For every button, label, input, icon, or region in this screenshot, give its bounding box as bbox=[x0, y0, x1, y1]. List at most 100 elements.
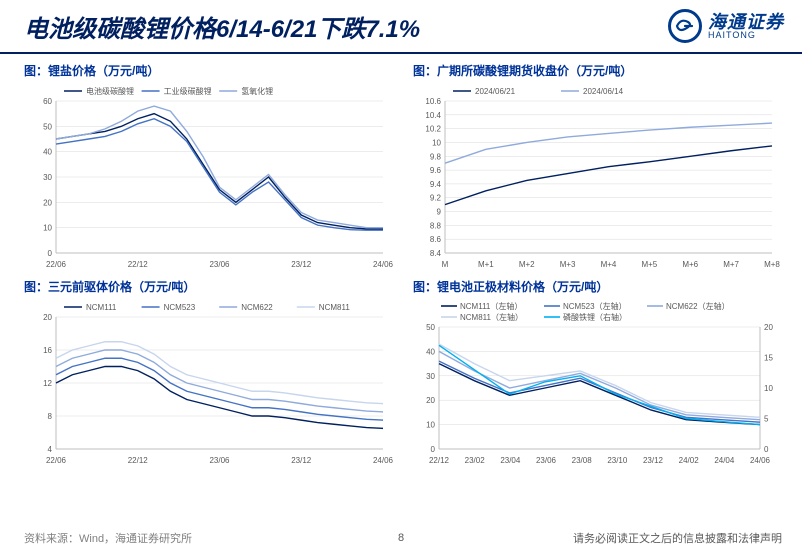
svg-text:22/12: 22/12 bbox=[429, 456, 450, 465]
svg-text:10: 10 bbox=[764, 384, 773, 393]
chart2-title: 图：广期所碳酸锂期货收盘价（万元/吨） bbox=[413, 62, 782, 79]
svg-text:20: 20 bbox=[43, 198, 52, 207]
svg-text:M+5: M+5 bbox=[641, 260, 657, 269]
svg-text:磷酸铁锂（右轴）: 磷酸铁锂（右轴） bbox=[563, 312, 627, 322]
svg-text:5: 5 bbox=[764, 415, 769, 424]
chart4: 0 10 20 30 40 50 0 5 10 15 20 22/12 23/02 23/04 23/06 2… bbox=[413, 297, 782, 467]
svg-text:2024/06/14: 2024/06/14 bbox=[583, 87, 624, 96]
svg-text:24/02: 24/02 bbox=[679, 456, 700, 465]
svg-text:8.6: 8.6 bbox=[430, 235, 442, 244]
logo-icon bbox=[668, 9, 702, 43]
svg-text:60: 60 bbox=[43, 97, 52, 106]
svg-text:9.4: 9.4 bbox=[430, 180, 442, 189]
svg-text:50: 50 bbox=[426, 323, 435, 332]
svg-text:0: 0 bbox=[764, 445, 769, 454]
svg-text:23/04: 23/04 bbox=[500, 456, 521, 465]
svg-text:8.8: 8.8 bbox=[430, 221, 442, 230]
svg-text:40: 40 bbox=[43, 148, 52, 157]
svg-text:24/06: 24/06 bbox=[373, 456, 393, 465]
svg-text:4: 4 bbox=[48, 445, 53, 454]
footer-source: 资料来源：Wind，海通证券研究所 bbox=[24, 530, 192, 546]
svg-text:氢氧化锂: 氢氧化锂 bbox=[241, 86, 273, 96]
svg-text:50: 50 bbox=[43, 122, 52, 131]
svg-text:M+6: M+6 bbox=[682, 260, 698, 269]
svg-text:2024/06/21: 2024/06/21 bbox=[475, 87, 516, 96]
svg-text:NCM811（左轴）: NCM811（左轴） bbox=[460, 312, 523, 322]
panel-chart2: 图：广期所碳酸锂期货收盘价（万元/吨） 8.4 8.6 8.8 9 9.2 9.4 9.6 9… bbox=[413, 62, 782, 276]
svg-text:NCM811: NCM811 bbox=[319, 303, 351, 312]
panel-chart4: 图：锂电池正极材料价格（万元/吨） 0 10 20 30 40 50 0 5 10 15 20 22/… bbox=[413, 278, 782, 472]
panel-chart3: 图：三元前驱体价格（万元/吨） 4 8 12 16 20 22/06 22/12 23/06 2… bbox=[24, 278, 393, 472]
svg-text:30: 30 bbox=[43, 173, 52, 182]
svg-text:30: 30 bbox=[426, 372, 435, 381]
svg-text:NCM523（左轴）: NCM523（左轴） bbox=[563, 301, 627, 311]
svg-text:NCM523: NCM523 bbox=[164, 303, 196, 312]
svg-text:23/02: 23/02 bbox=[465, 456, 486, 465]
svg-text:10.2: 10.2 bbox=[425, 125, 441, 134]
chart1-title: 图：锂盐价格（万元/吨） bbox=[24, 62, 393, 79]
svg-text:NCM622（左轴）: NCM622（左轴） bbox=[666, 301, 730, 311]
chart3-title: 图：三元前驱体价格（万元/吨） bbox=[24, 278, 393, 295]
chart2: 8.4 8.6 8.8 9 9.2 9.4 9.6 9.8 10 10.2 10.4 10.6 M M+1… bbox=[413, 81, 782, 271]
svg-text:M: M bbox=[442, 260, 449, 269]
svg-text:9.2: 9.2 bbox=[430, 194, 442, 203]
svg-text:9: 9 bbox=[437, 208, 442, 217]
logo-text-cn: 海通证券 bbox=[708, 13, 784, 31]
svg-text:8.4: 8.4 bbox=[430, 249, 442, 258]
footer-page: 8 bbox=[398, 532, 404, 544]
svg-text:24/04: 24/04 bbox=[714, 456, 735, 465]
svg-text:10: 10 bbox=[432, 138, 441, 147]
svg-text:电池级碳酸锂: 电池级碳酸锂 bbox=[86, 86, 134, 96]
svg-text:20: 20 bbox=[43, 313, 52, 322]
svg-text:NCM111: NCM111 bbox=[86, 303, 117, 312]
svg-text:10.6: 10.6 bbox=[425, 97, 441, 106]
svg-text:0: 0 bbox=[431, 445, 436, 454]
svg-text:23/08: 23/08 bbox=[572, 456, 593, 465]
svg-text:10.4: 10.4 bbox=[425, 111, 441, 120]
svg-text:12: 12 bbox=[43, 379, 52, 388]
svg-text:10: 10 bbox=[43, 224, 52, 233]
svg-text:23/06: 23/06 bbox=[209, 456, 230, 465]
svg-text:9.8: 9.8 bbox=[430, 152, 442, 161]
footer: 资料来源：Wind，海通证券研究所 8 请务必阅读正文之后的信息披露和法律声明 bbox=[0, 530, 802, 546]
svg-text:24/06: 24/06 bbox=[750, 456, 771, 465]
svg-text:22/06: 22/06 bbox=[46, 260, 67, 269]
page-title: 电池级碳酸锂价格6/14-6/21下跌7.1% bbox=[24, 9, 420, 44]
svg-text:8: 8 bbox=[48, 412, 53, 421]
svg-text:工业级碳酸锂: 工业级碳酸锂 bbox=[164, 86, 212, 96]
chart4-title: 图：锂电池正极材料价格（万元/吨） bbox=[413, 278, 782, 295]
svg-text:15: 15 bbox=[764, 354, 773, 363]
svg-text:M+3: M+3 bbox=[560, 260, 576, 269]
svg-text:M+1: M+1 bbox=[478, 260, 494, 269]
chart3: 4 8 12 16 20 22/06 22/12 23/06 23/12 24/06 NCM111 N… bbox=[24, 297, 393, 467]
svg-text:20: 20 bbox=[426, 396, 435, 405]
chart1: 0 10 20 30 40 50 60 22/06 22/12 23/06 23/12 24/06 电池… bbox=[24, 81, 393, 271]
svg-text:23/10: 23/10 bbox=[607, 456, 628, 465]
svg-text:M+4: M+4 bbox=[601, 260, 617, 269]
svg-text:23/12: 23/12 bbox=[291, 456, 312, 465]
header: 电池级碳酸锂价格6/14-6/21下跌7.1% 海通证券 HAITONG bbox=[0, 0, 802, 54]
svg-text:23/12: 23/12 bbox=[643, 456, 664, 465]
logo: 海通证券 HAITONG bbox=[668, 9, 784, 43]
svg-text:NCM622: NCM622 bbox=[241, 303, 273, 312]
svg-text:M+2: M+2 bbox=[519, 260, 535, 269]
svg-text:0: 0 bbox=[48, 249, 53, 258]
svg-text:20: 20 bbox=[764, 323, 773, 332]
svg-text:24/06: 24/06 bbox=[373, 260, 393, 269]
logo-text-en: HAITONG bbox=[708, 31, 784, 40]
panel-chart1: 图：锂盐价格（万元/吨） 0 10 20 30 40 50 60 22/06 22/12 23/0… bbox=[24, 62, 393, 276]
svg-text:22/06: 22/06 bbox=[46, 456, 67, 465]
footer-disclaimer: 请务必阅读正文之后的信息披露和法律声明 bbox=[573, 530, 782, 546]
svg-text:40: 40 bbox=[426, 347, 435, 356]
svg-text:NCM111（左轴）: NCM111（左轴） bbox=[460, 301, 522, 311]
svg-text:16: 16 bbox=[43, 346, 52, 355]
svg-text:22/12: 22/12 bbox=[128, 456, 149, 465]
svg-text:9.6: 9.6 bbox=[430, 166, 442, 175]
svg-text:23/12: 23/12 bbox=[291, 260, 312, 269]
svg-text:M+7: M+7 bbox=[723, 260, 739, 269]
svg-text:23/06: 23/06 bbox=[536, 456, 557, 465]
svg-text:10: 10 bbox=[426, 421, 435, 430]
svg-text:22/12: 22/12 bbox=[128, 260, 149, 269]
svg-text:M+8: M+8 bbox=[764, 260, 780, 269]
svg-text:23/06: 23/06 bbox=[209, 260, 230, 269]
